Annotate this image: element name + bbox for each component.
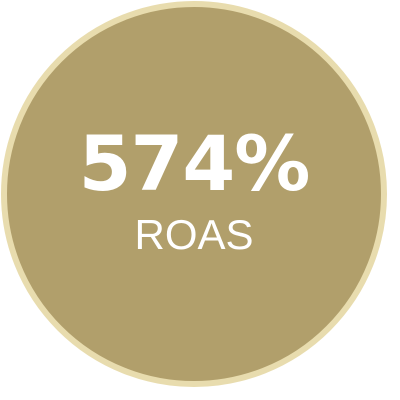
stat-badge: 574% ROAS: [1, 1, 387, 387]
metric-label: ROAS: [134, 211, 254, 258]
metric-value: 574%: [78, 119, 311, 208]
